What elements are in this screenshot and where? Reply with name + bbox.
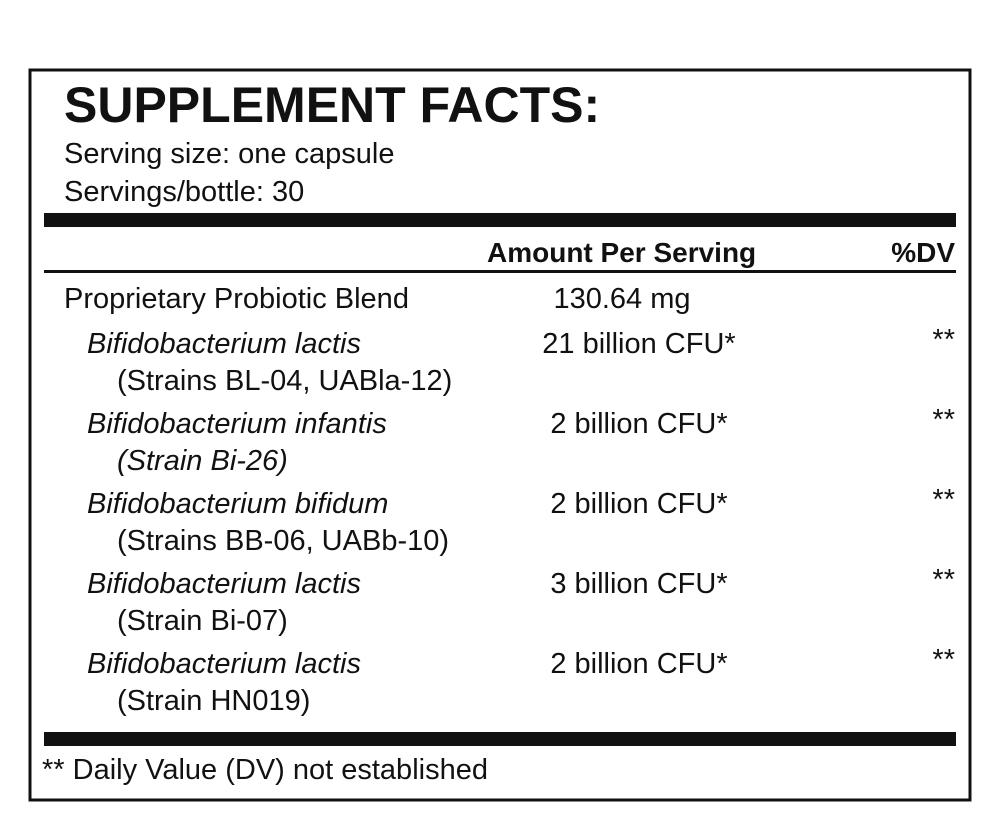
ingredient-amount: 2 billion CFU* <box>550 488 727 520</box>
blend-amount: 130.64 mg <box>553 283 690 315</box>
servings-per-bottle: Servings/bottle: 30 <box>64 176 304 208</box>
amount-header: Amount Per Serving <box>487 237 756 268</box>
footnote: ** Daily Value (DV) not established <box>42 754 488 786</box>
thick-rule <box>44 213 956 227</box>
ingredient-dv: ** <box>932 564 955 596</box>
label-border <box>28 68 972 802</box>
thin-rule <box>44 270 956 273</box>
ingredient-name: Bifidobacterium lactis <box>87 568 361 600</box>
ingredient-name: Bifidobacterium lactis <box>87 648 361 680</box>
ingredient-dv: ** <box>932 484 955 516</box>
ingredient-dv: ** <box>932 324 955 356</box>
ingredient-strain: (Strains BL-04, UABla-12) <box>117 365 452 397</box>
ingredient-strain: (Strain Bi-26) <box>117 445 288 477</box>
ingredient-strain: (Strain Bi-07) <box>117 605 288 637</box>
ingredient-name: Bifidobacterium infantis <box>87 408 387 440</box>
ingredient-rows: Bifidobacterium lactis (Strains BL-04, UA… <box>87 324 955 717</box>
title: SUPPLEMENT FACTS: <box>64 77 600 133</box>
ingredient-amount: 3 billion CFU* <box>550 568 727 600</box>
ingredient-amount: 2 billion CFU* <box>550 408 727 440</box>
thick-rule <box>44 732 956 746</box>
dv-header: %DV <box>891 237 955 268</box>
serving-size: Serving size: one capsule <box>64 138 394 170</box>
ingredient-dv: ** <box>932 644 955 676</box>
ingredient-dv: ** <box>932 404 955 436</box>
ingredient-name: Bifidobacterium lactis <box>87 328 361 360</box>
ingredient-strain: (Strain HN019) <box>117 685 310 717</box>
ingredient-name: Bifidobacterium bifidum <box>87 488 388 520</box>
ingredient-strain: (Strains BB-06, UABb-10) <box>117 525 449 557</box>
ingredient-amount: 2 billion CFU* <box>550 648 727 680</box>
blend-name: Proprietary Probiotic Blend <box>64 283 409 315</box>
ingredient-amount: 21 billion CFU* <box>542 328 735 360</box>
